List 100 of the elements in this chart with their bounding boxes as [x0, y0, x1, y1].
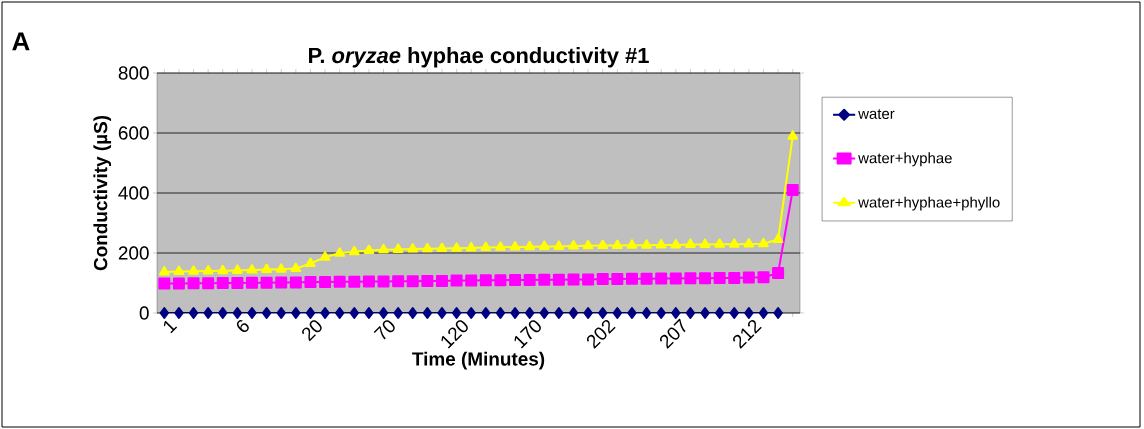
- point: [216, 277, 229, 289]
- point: [451, 242, 462, 252]
- point: [305, 257, 316, 267]
- point: [612, 307, 623, 319]
- point: [671, 307, 681, 319]
- point: [582, 273, 595, 286]
- x-tick-label: 20: [302, 320, 322, 342]
- point: [378, 307, 389, 319]
- point: [480, 241, 492, 252]
- point: [670, 238, 682, 249]
- point: [290, 262, 302, 273]
- point: [304, 276, 317, 289]
- x-tick-label: 202: [586, 319, 616, 349]
- point: [596, 273, 609, 286]
- point: [538, 240, 550, 250]
- point: [362, 275, 375, 288]
- point: [159, 307, 170, 319]
- point: [744, 307, 754, 319]
- point: [641, 239, 652, 249]
- point: [656, 307, 666, 319]
- point: [158, 265, 170, 276]
- point: [538, 273, 551, 286]
- point: [188, 265, 199, 275]
- point: [524, 240, 535, 251]
- point: [172, 277, 185, 290]
- point: [714, 307, 725, 319]
- point: [408, 307, 418, 319]
- point: [319, 276, 332, 289]
- point: [728, 238, 740, 248]
- point: [539, 307, 550, 319]
- point: [465, 274, 478, 287]
- point: [685, 307, 696, 319]
- point: [669, 272, 682, 285]
- point: [655, 272, 668, 285]
- point: [757, 271, 770, 284]
- y-axis-title: Conductivity (µS): [93, 115, 112, 271]
- point: [479, 274, 492, 287]
- point: [758, 237, 769, 248]
- point: [495, 307, 506, 319]
- legend-label: water+hyphae+phyllo: [858, 196, 1000, 211]
- point: [173, 265, 185, 276]
- point: [626, 239, 638, 249]
- point: [392, 243, 404, 253]
- x-tick-label: 120: [441, 320, 468, 349]
- point: [436, 242, 448, 252]
- point: [217, 264, 229, 275]
- point: [465, 241, 477, 252]
- point: [421, 274, 434, 287]
- point: [699, 272, 712, 285]
- point: [246, 264, 258, 274]
- point: [714, 238, 725, 248]
- point: [510, 307, 520, 319]
- point: [348, 245, 360, 256]
- point: [743, 238, 755, 248]
- y-tick-label: 0: [139, 306, 149, 320]
- point: [349, 307, 360, 319]
- y-tick-label: 400: [118, 186, 149, 200]
- point: [261, 307, 272, 319]
- point: [611, 273, 624, 286]
- point: [509, 241, 521, 251]
- point: [786, 184, 799, 196]
- point: [261, 263, 272, 273]
- point: [524, 307, 535, 319]
- point: [188, 307, 199, 319]
- point: [728, 271, 741, 284]
- point: [699, 238, 711, 249]
- point: [320, 307, 330, 319]
- x-tick-label: 6: [236, 319, 249, 333]
- point: [378, 243, 389, 254]
- point: [203, 307, 213, 319]
- point: [552, 273, 565, 286]
- point: [422, 242, 433, 253]
- point: [174, 307, 184, 319]
- y-tick-label: 800: [118, 66, 149, 80]
- point: [407, 243, 419, 253]
- chart-title: P. oryzae hyphae conductivity #1: [309, 47, 649, 68]
- x-tick-label: 212: [733, 319, 762, 349]
- point: [187, 277, 200, 290]
- point: [509, 274, 522, 286]
- point: [260, 276, 273, 289]
- point: [627, 307, 637, 319]
- point: [334, 247, 346, 257]
- point: [247, 307, 257, 319]
- legend-label: water+hyphae: [858, 152, 952, 167]
- point: [640, 272, 653, 285]
- point: [568, 307, 579, 319]
- point: [758, 307, 769, 319]
- point: [494, 274, 507, 287]
- x-tick-label: 1: [163, 320, 178, 334]
- point: [289, 276, 302, 289]
- point: [305, 307, 316, 319]
- point: [451, 307, 462, 319]
- point: [333, 275, 346, 288]
- x-axis-title: Time (Minutes): [412, 351, 545, 370]
- point: [495, 241, 506, 251]
- point: [481, 307, 491, 319]
- point: [364, 307, 374, 319]
- point: [713, 271, 726, 284]
- point: [742, 271, 755, 284]
- point: [450, 274, 463, 287]
